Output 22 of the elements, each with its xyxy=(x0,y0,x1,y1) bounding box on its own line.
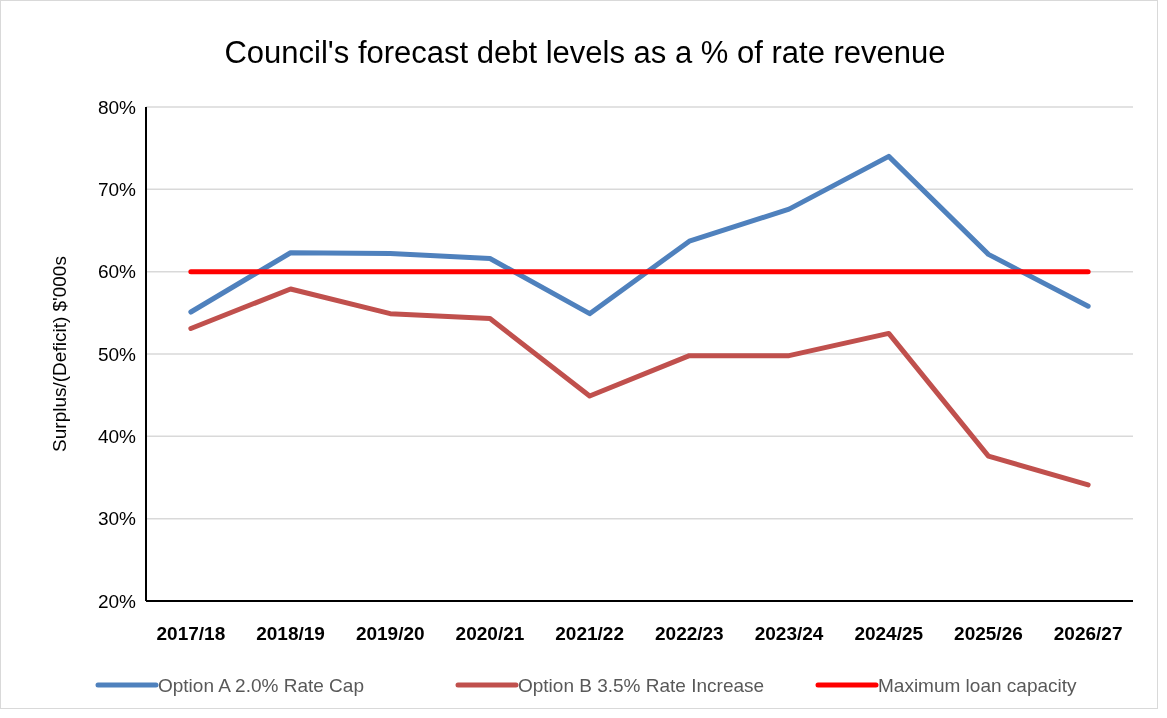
y-tick-label: 40% xyxy=(97,425,137,447)
y-tick-label: 20% xyxy=(97,590,137,612)
x-tick-label: 2018/19 xyxy=(256,623,325,644)
x-tick-label: 2026/27 xyxy=(1053,623,1123,644)
x-tick-label: 2023/24 xyxy=(754,623,824,644)
x-tick-label: 2024/25 xyxy=(854,623,924,644)
y-tick-label: 30% xyxy=(97,508,137,530)
y-tick-label: 70% xyxy=(97,178,137,200)
y-tick-label: 80% xyxy=(97,96,137,118)
x-tick-label: 2017/18 xyxy=(156,623,226,644)
x-tick-label: 2021/22 xyxy=(555,623,624,644)
chart-title: Council's forecast debt levels as a % of rate revenue xyxy=(224,35,946,70)
legend-label: Option A 2.0% Rate Cap xyxy=(158,674,364,696)
x-tick-label: 2022/23 xyxy=(655,623,724,644)
legend-label: Maximum loan capacity xyxy=(878,674,1078,696)
x-tick-label: 2019/20 xyxy=(355,623,425,644)
x-tick-label: 2020/21 xyxy=(455,623,525,644)
x-tick-label: 2025/26 xyxy=(954,623,1023,644)
y-tick-label: 50% xyxy=(97,343,137,365)
legend-label: Option B 3.5% Rate Increase xyxy=(518,674,765,696)
y-axis-title: Surplus/(Deficit) $'000s xyxy=(49,256,70,452)
y-tick-label: 60% xyxy=(97,261,137,283)
